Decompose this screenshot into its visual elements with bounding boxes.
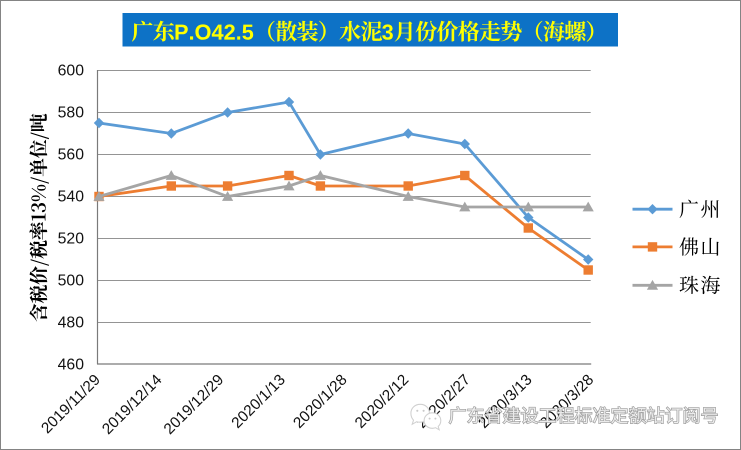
svg-text:480: 480 [58,315,85,332]
svg-text:580: 580 [58,105,85,122]
svg-text:520: 520 [58,231,85,248]
svg-text:560: 560 [58,147,85,164]
svg-text:500: 500 [58,273,85,290]
svg-text:460: 460 [58,357,85,374]
svg-text:600: 600 [58,63,85,80]
svg-text:540: 540 [58,189,85,206]
